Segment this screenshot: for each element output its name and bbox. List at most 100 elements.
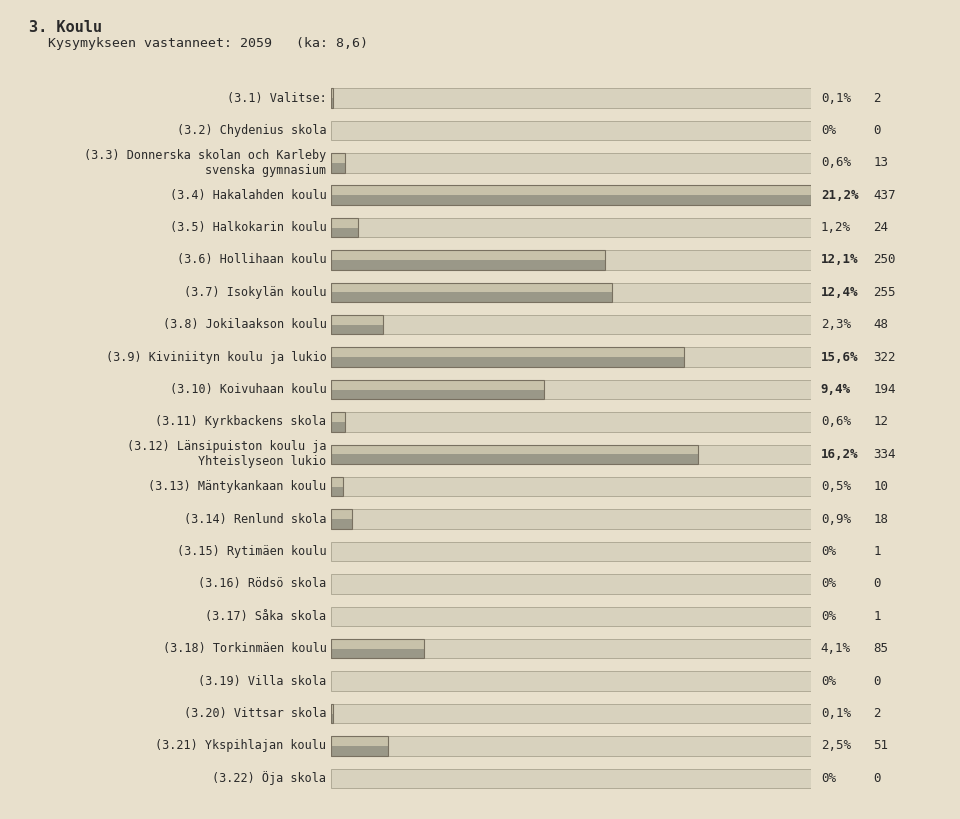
Bar (331, 283, 811, 302)
Text: 21,2%: 21,2% (821, 188, 858, 201)
Bar (331, 163, 345, 173)
Bar (331, 422, 345, 432)
Bar (331, 153, 345, 163)
Text: 0%: 0% (821, 124, 836, 137)
Bar (331, 251, 605, 269)
Text: (3.10) Koivuhaan koulu: (3.10) Koivuhaan koulu (170, 383, 326, 396)
Bar (331, 380, 811, 400)
Bar (331, 380, 544, 400)
Bar (331, 445, 811, 464)
Text: (3.14) Renlund skola: (3.14) Renlund skola (184, 513, 326, 526)
Bar (331, 704, 333, 713)
Text: (3.18) Torkinmäen koulu: (3.18) Torkinmäen koulu (162, 642, 326, 655)
Bar (331, 98, 333, 108)
Text: 0,1%: 0,1% (821, 92, 851, 105)
Text: 0%: 0% (821, 610, 836, 622)
Bar (331, 768, 811, 788)
Bar (331, 639, 424, 649)
Bar (331, 325, 383, 334)
Bar (331, 509, 351, 519)
Bar (331, 380, 544, 390)
Bar (331, 283, 612, 292)
Text: 3. Koulu: 3. Koulu (29, 20, 102, 35)
Bar (331, 347, 684, 367)
Text: (3.4) Hakalahden koulu: (3.4) Hakalahden koulu (170, 188, 326, 201)
Text: 0,6%: 0,6% (821, 156, 851, 170)
Bar (331, 347, 811, 367)
Text: (3.20) Vittsar skola: (3.20) Vittsar skola (184, 707, 326, 720)
Text: 2: 2 (874, 707, 881, 720)
Text: 24: 24 (874, 221, 889, 234)
Text: 51: 51 (874, 740, 889, 753)
Text: 437: 437 (874, 188, 896, 201)
Bar (331, 486, 343, 496)
Text: 16,2%: 16,2% (821, 448, 858, 461)
Bar (331, 88, 811, 108)
Text: 250: 250 (874, 254, 896, 266)
Text: (3.9) Kiviniityn koulu ja lukio: (3.9) Kiviniityn koulu ja lukio (106, 351, 326, 364)
Bar (331, 509, 351, 529)
Text: 0%: 0% (821, 771, 836, 785)
Text: 0: 0 (874, 675, 881, 688)
Text: 2,3%: 2,3% (821, 319, 851, 331)
Bar (331, 251, 605, 260)
Bar (331, 672, 811, 691)
Text: 0,1%: 0,1% (821, 707, 851, 720)
Bar (331, 195, 811, 205)
Bar (331, 477, 343, 486)
Text: 194: 194 (874, 383, 896, 396)
Text: 2: 2 (874, 92, 881, 105)
Bar (331, 746, 388, 756)
Text: (3.11) Kyrkbackens skola: (3.11) Kyrkbackens skola (156, 415, 326, 428)
Text: 13: 13 (874, 156, 889, 170)
Text: (3.16) Rödsö skola: (3.16) Rödsö skola (198, 577, 326, 590)
Text: Kysymykseen vastanneet: 2059   (ka: 8,6): Kysymykseen vastanneet: 2059 (ka: 8,6) (48, 37, 368, 50)
Bar (331, 736, 388, 756)
Bar (331, 315, 383, 334)
Bar (331, 542, 811, 561)
Bar (331, 412, 811, 432)
Text: 0,6%: 0,6% (821, 415, 851, 428)
Bar (331, 153, 811, 173)
Bar (331, 574, 811, 594)
Text: 255: 255 (874, 286, 896, 299)
Bar (331, 228, 358, 238)
Text: 4,1%: 4,1% (821, 642, 851, 655)
Bar (331, 713, 333, 723)
Text: 10: 10 (874, 480, 889, 493)
Text: (3.5) Halkokarin koulu: (3.5) Halkokarin koulu (170, 221, 326, 234)
Text: (3.17) Såka skola: (3.17) Såka skola (205, 610, 326, 622)
Text: 0%: 0% (821, 577, 836, 590)
Bar (331, 445, 698, 455)
Bar (331, 639, 424, 658)
Text: (3.1) Valitse:: (3.1) Valitse: (227, 92, 326, 105)
Text: (3.2) Chydenius skola: (3.2) Chydenius skola (177, 124, 326, 137)
Text: 12: 12 (874, 415, 889, 428)
Text: 9,4%: 9,4% (821, 383, 851, 396)
Bar (331, 455, 698, 464)
Bar (331, 477, 343, 496)
Bar (331, 412, 345, 422)
Text: (3.3) Donnerska skolan och Karleby
svenska gymnasium: (3.3) Donnerska skolan och Karleby svens… (84, 149, 326, 177)
Text: 0%: 0% (821, 675, 836, 688)
Text: (3.19) Villa skola: (3.19) Villa skola (198, 675, 326, 688)
Text: (3.12) Länsipuiston koulu ja
Yhteislyseon lukio: (3.12) Länsipuiston koulu ja Yhteislyseo… (127, 441, 326, 468)
Text: 48: 48 (874, 319, 889, 331)
Text: (3.13) Mäntykankaan koulu: (3.13) Mäntykankaan koulu (148, 480, 326, 493)
Bar (331, 315, 383, 325)
Bar (331, 218, 358, 228)
Bar (331, 412, 345, 432)
Text: 12,1%: 12,1% (821, 254, 858, 266)
Bar (331, 120, 811, 140)
Bar (331, 639, 811, 658)
Bar (331, 88, 333, 108)
Text: 1: 1 (874, 545, 881, 558)
Text: 85: 85 (874, 642, 889, 655)
Bar (331, 153, 345, 173)
Bar (331, 649, 424, 658)
Bar (331, 185, 811, 205)
Bar (331, 357, 684, 367)
Text: 1: 1 (874, 610, 881, 622)
Text: (3.7) Isokylän koulu: (3.7) Isokylän koulu (184, 286, 326, 299)
Text: 0: 0 (874, 771, 881, 785)
